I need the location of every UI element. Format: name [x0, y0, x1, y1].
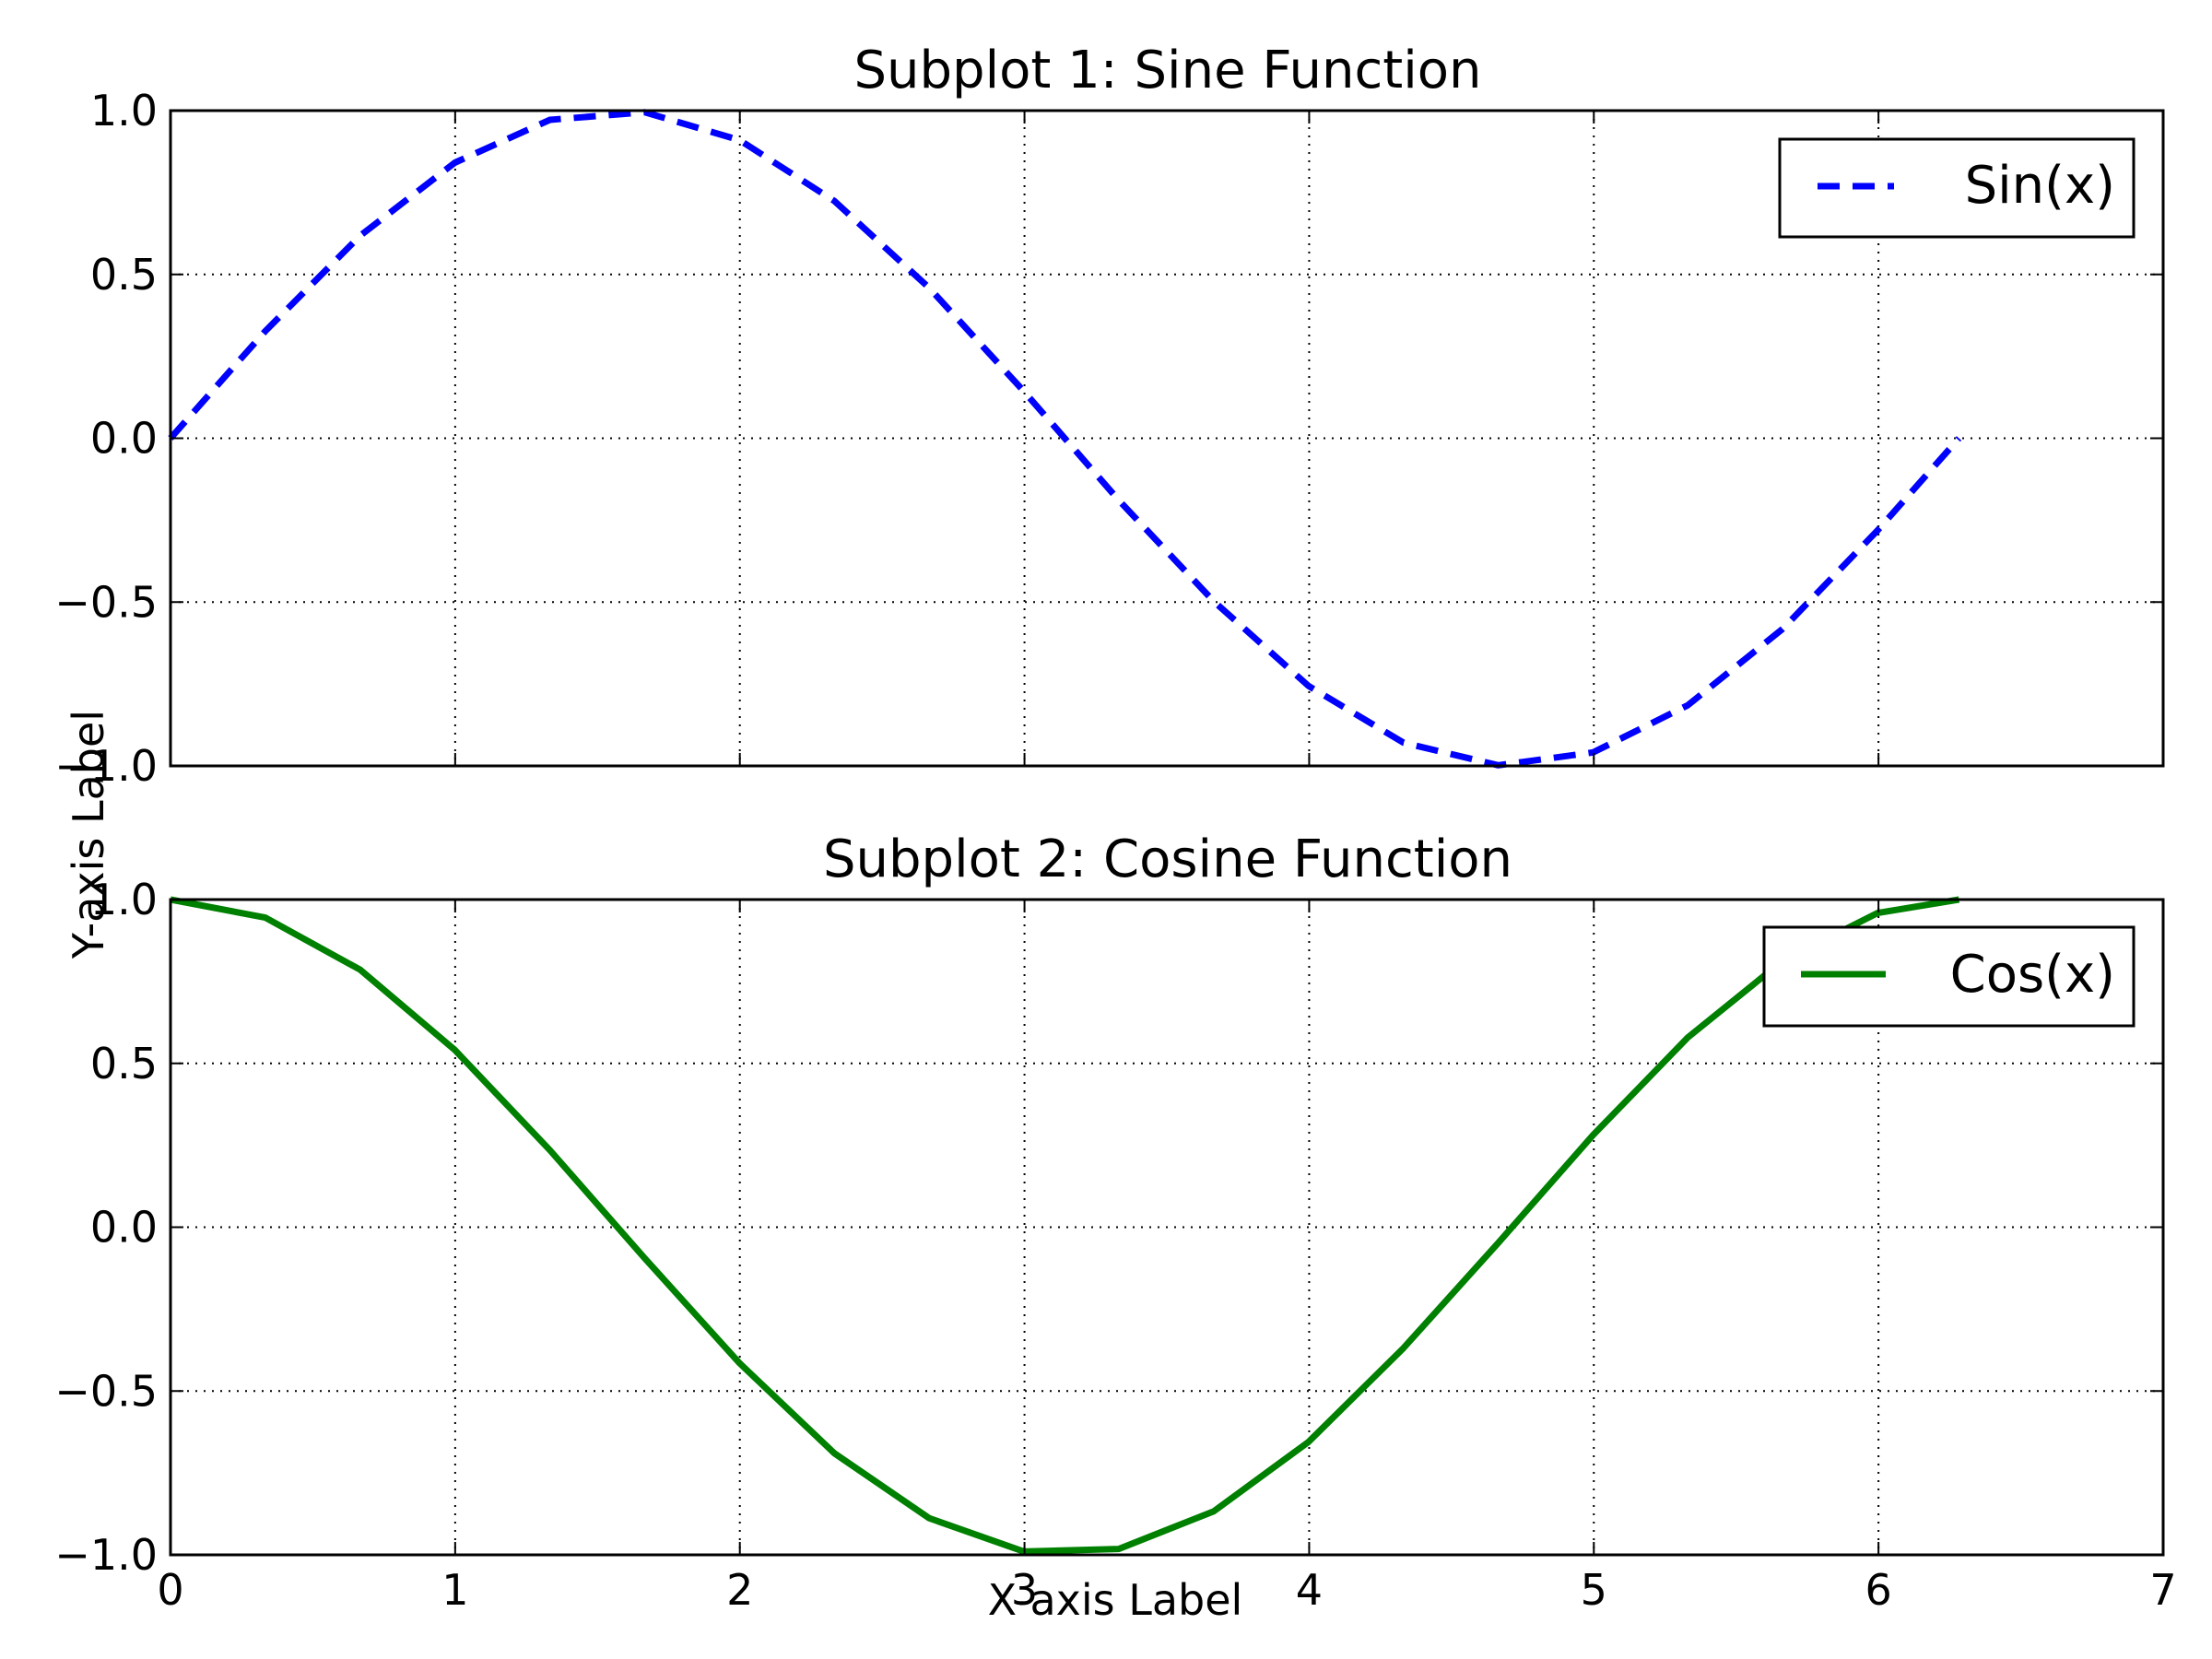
data-point	[1498, 1242, 1499, 1243]
subplot-cosine: Subplot 2: Cosine Function −1.0 −0.5 0.0 0.…	[54, 830, 2176, 1615]
x-tick-label: 2	[726, 1565, 753, 1615]
data-point	[644, 1258, 645, 1259]
y-tick-labels: −1.0 −0.5 0.0 0.5 1.0	[54, 875, 158, 1580]
subplot-title: Subplot 1: Sine Function	[853, 41, 1481, 100]
x-tick-label: 7	[2149, 1565, 2176, 1615]
data-point	[1877, 912, 1878, 913]
data-point	[454, 1050, 455, 1051]
y-tick-label: 1.0	[90, 86, 158, 135]
data-point	[1877, 530, 1878, 531]
x-tick-label: 1	[441, 1565, 468, 1615]
subplot-title: Subplot 2: Cosine Function	[823, 830, 1512, 889]
x-tick-label: 3	[1011, 1565, 1038, 1615]
data-point	[739, 140, 740, 141]
y-tick-label: 0.0	[90, 1203, 158, 1253]
series-line-sinx	[168, 109, 1962, 769]
y-tick-label: −1.0	[54, 1530, 158, 1580]
x-axis-label: X-axis Label	[988, 1575, 1243, 1625]
y-tick-label: 0.5	[90, 1039, 158, 1088]
data-point	[1308, 1441, 1309, 1442]
y-tick-label: −0.5	[54, 1366, 158, 1416]
data-point	[929, 1518, 930, 1519]
data-point	[1593, 752, 1594, 753]
x-tick-label: 4	[1296, 1565, 1323, 1615]
legend-label-sin: Sin(x)	[1965, 156, 2115, 216]
y-tick-label: 0.5	[90, 250, 158, 300]
data-point	[1024, 391, 1025, 392]
legend: Sin(x)	[1778, 137, 2136, 239]
data-point	[739, 1363, 740, 1364]
series-group	[168, 109, 1962, 769]
data-point	[359, 970, 360, 971]
data-point	[359, 235, 360, 236]
data-point	[549, 120, 550, 121]
subplot-sine: Subplot 1: Sine Function −1.0 −0.5 0.0 0.5 1…	[54, 41, 2165, 791]
data-point	[1214, 601, 1215, 602]
x-tick-labels: 0 1 2 3 4 5 6 7	[157, 1565, 2176, 1615]
y-tick-label: 0.0	[90, 414, 158, 464]
data-point	[834, 201, 835, 202]
data-point	[1403, 742, 1404, 743]
y-tick-labels: −1.0 −0.5 0.0 0.5 1.0	[54, 86, 158, 791]
series-line-cosx	[170, 896, 1960, 1555]
y-tick-label: 1.0	[90, 875, 158, 924]
legend-box	[1778, 137, 2136, 239]
x-tick-label: 5	[1581, 1565, 1607, 1615]
series-group	[170, 896, 1960, 1555]
tick-marks	[170, 110, 2164, 767]
y-tick-label: −1.0	[54, 741, 158, 791]
legend-label-cos: Cos(x)	[1950, 945, 2115, 1005]
data-point	[454, 162, 455, 163]
x-tick-label: 0	[157, 1565, 183, 1615]
y-tick-label: −0.5	[54, 577, 158, 627]
legend: Cos(x)	[1762, 925, 2136, 1028]
data-point	[1403, 1347, 1404, 1348]
tick-marks	[170, 899, 2164, 1556]
data-point	[1308, 686, 1309, 687]
data-point	[1118, 1548, 1119, 1549]
y-axis-label: Y-axis Label	[64, 710, 113, 959]
data-point	[549, 1150, 550, 1151]
data-point	[1214, 1511, 1215, 1512]
x-tick-label: 6	[1865, 1565, 1892, 1615]
